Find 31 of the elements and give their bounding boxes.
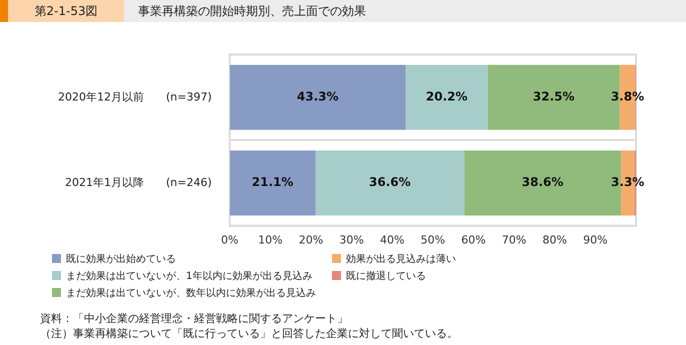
x-tick-label: 80%	[542, 233, 567, 246]
legend-label: まだ効果は出ていないが、1年以内に効果が出る見込み	[65, 271, 312, 283]
legend-label: 既に効果が出始めている	[65, 254, 176, 266]
y-tick-label: 2020年12月以前 (n=397)	[58, 90, 212, 104]
x-tick-label: 60%	[461, 233, 486, 246]
x-tick-label: 50%	[420, 233, 446, 246]
y-tick-label: 2021年1月以降 (n=246)	[64, 176, 212, 189]
x-tick-label: 30%	[339, 233, 364, 246]
text: 資料：「中小企業の経営理念・経営戦略に関するアンケート」	[40, 311, 349, 326]
chart-title: 事業再構築の開始時期別、売上面での効果	[138, 3, 366, 20]
x-tick-label: 10%	[258, 233, 283, 246]
legend-label: 既に撤退している	[345, 271, 426, 283]
data-label: 38.6%	[522, 175, 564, 190]
bar	[406, 64, 488, 130]
x-tick-label: 70%	[502, 233, 526, 246]
data-label: 21.1%	[252, 175, 294, 190]
x-tick-label: 90%	[583, 233, 608, 246]
x-tick-label: 40%	[380, 233, 404, 246]
bar	[230, 64, 406, 130]
text: （注）事業再構築について「既に行っている」と回答した企業に対して聞いている。	[40, 326, 458, 341]
data-label: 36.6%	[368, 175, 411, 190]
text: 第2-1-53図	[8, 0, 124, 22]
legend-label: まだ効果は出ていないが、数年以内に効果が出る見込み	[65, 288, 316, 300]
data-label: 43.3%	[296, 90, 339, 104]
bar	[230, 150, 316, 216]
bar	[315, 150, 464, 216]
x-tick-label: 20%	[298, 233, 324, 246]
legend-label: 効果が出る見込みは薄い	[345, 254, 456, 266]
data-label: 32.5%	[532, 90, 575, 104]
data-label: 20.2%	[426, 90, 468, 104]
x-tick-label: 0%	[221, 233, 238, 246]
